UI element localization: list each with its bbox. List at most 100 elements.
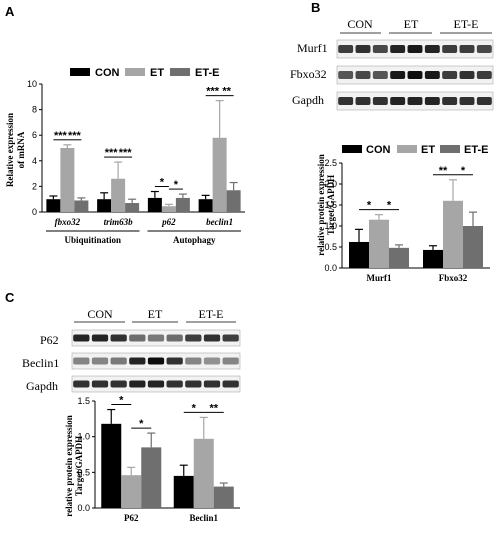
blot-band (459, 97, 475, 105)
bar-con-beclin1 (198, 199, 213, 212)
significance-label: ** (222, 86, 231, 98)
y-tick-label: 0 (32, 207, 37, 217)
y-tick-label: 0.5 (77, 467, 90, 477)
blot-band (424, 97, 440, 105)
blot-band (91, 357, 109, 365)
blot-band (355, 97, 371, 105)
significance-label: ** (439, 165, 448, 177)
bar-et-e-p62 (175, 197, 190, 212)
category-label-p62: p62 (161, 217, 176, 227)
bar-con-p62 (147, 197, 162, 212)
bar-et-murf1 (369, 219, 389, 268)
significance-label: * (367, 200, 372, 212)
blot-band (338, 97, 354, 105)
blot-band (476, 45, 492, 53)
blot-band (222, 380, 239, 388)
y-axis-label-a-line2: of mRNA (16, 131, 26, 168)
blot-band (390, 97, 406, 105)
significance-label: *** (68, 130, 82, 142)
bar-et-beclin1 (212, 137, 227, 212)
y-axis-label-c-line1: relative protein expression (64, 415, 74, 517)
y-tick-label: 10 (27, 79, 37, 89)
bar-et-p62 (161, 206, 176, 212)
blot-band (110, 380, 127, 388)
legend-swatch-et (397, 145, 417, 153)
blot-band (407, 45, 423, 53)
legend-label-con: CON (366, 144, 391, 156)
legend-label-et: ET (150, 67, 164, 79)
blot-band (338, 71, 354, 79)
y-axis-label-b-line2: Target/GAPDH (326, 175, 336, 235)
blot-band (390, 45, 406, 53)
western-blot-c: CON ET ET-E P62 Beclin1 Gapdh (22, 307, 241, 393)
significance-label: * (461, 165, 466, 177)
legend-label-et-e: ET-E (195, 67, 219, 79)
blot-row-murf1: Murf1 (297, 41, 328, 55)
blot-band (129, 334, 146, 342)
significance-label: * (119, 395, 124, 407)
significance-label: *** (206, 86, 220, 98)
blot-band (203, 334, 221, 342)
legend-label-con: CON (95, 67, 120, 79)
blot-band (338, 45, 354, 53)
y-tick-label: 0.5 (324, 242, 337, 252)
blot-row-gapdh: Gapdh (26, 379, 58, 393)
bar-et-e-p62 (141, 447, 162, 508)
blot-band (185, 357, 202, 365)
significance-label: * (139, 418, 144, 430)
blot-band (442, 45, 458, 53)
blot-band (147, 334, 165, 342)
significance-label: ** (209, 402, 218, 414)
bar-et-p62 (121, 475, 142, 508)
category-label-trim63b: trim63b (104, 217, 134, 227)
blot-group-con: CON (347, 17, 373, 31)
blot-band (424, 45, 440, 53)
blot-group-et-e: ET-E (454, 17, 479, 31)
y-tick-label: 4 (32, 156, 37, 166)
blot-band (372, 45, 388, 53)
significance-label: * (160, 177, 165, 189)
bar-et-e-fbxo32 (463, 226, 483, 268)
blot-band (424, 71, 440, 79)
category-label-beclin1: beclin1 (206, 217, 233, 227)
bar-con-fbxo32 (423, 249, 443, 268)
significance-label: * (387, 200, 392, 212)
blot-band (203, 380, 221, 388)
blot-row-p62: P62 (40, 333, 59, 347)
blot-band (73, 334, 90, 342)
legend-swatch-con (342, 145, 362, 153)
bar-et-e-beclin1 (226, 190, 241, 212)
blot-band (372, 97, 388, 105)
blot-group-et: ET (404, 17, 419, 31)
y-tick-label: 2 (32, 181, 37, 191)
blot-band (459, 71, 475, 79)
blot-band (129, 357, 146, 365)
legend-label-et: ET (421, 144, 435, 156)
blot-band (442, 97, 458, 105)
y-tick-label: 1.0 (324, 221, 337, 231)
blot-group-con: CON (87, 307, 113, 321)
blot-band (110, 357, 127, 365)
category-group-label-ubiquitination: Ubiquitination (64, 235, 121, 245)
bar-con-fbxo32 (46, 199, 61, 212)
legend-swatch-con (70, 68, 90, 76)
bar-et-beclin1 (193, 438, 214, 508)
blot-band (222, 357, 239, 365)
category-group-label-autophagy: Autophagy (173, 235, 216, 245)
y-tick-label: 1.0 (77, 432, 90, 442)
bar-con-murf1 (349, 241, 369, 268)
blot-band (91, 334, 109, 342)
bar-et-e-murf1 (389, 247, 409, 268)
blot-band (91, 380, 109, 388)
y-axis-label-a-line1: Relative expression (5, 113, 15, 187)
bar-et-e-beclin1 (213, 486, 234, 508)
category-label-fbxo32: Fbxo32 (439, 273, 468, 283)
y-tick-label: 1.5 (324, 200, 337, 210)
bar-et-e-fbxo32 (74, 200, 89, 212)
legend-b: CON ET ET-E (342, 144, 488, 156)
blot-band (372, 71, 388, 79)
blot-band (203, 357, 221, 365)
